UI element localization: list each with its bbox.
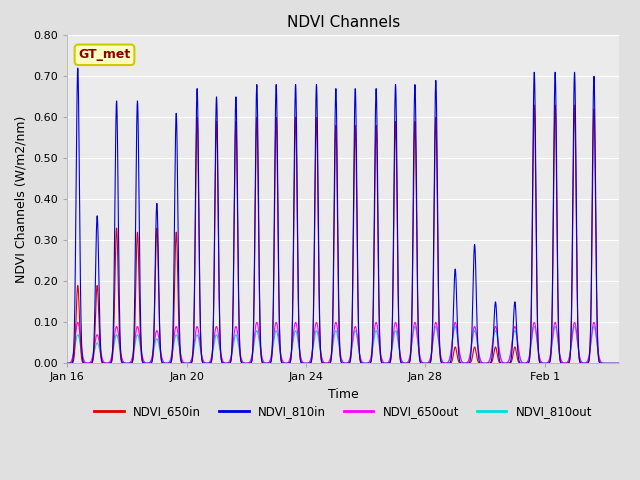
X-axis label: Time: Time [328,388,358,401]
Y-axis label: NDVI Channels (W/m2/nm): NDVI Channels (W/m2/nm) [15,116,28,283]
Legend: NDVI_650in, NDVI_810in, NDVI_650out, NDVI_810out: NDVI_650in, NDVI_810in, NDVI_650out, NDV… [90,401,597,423]
Text: GT_met: GT_met [78,48,131,61]
Title: NDVI Channels: NDVI Channels [287,15,400,30]
